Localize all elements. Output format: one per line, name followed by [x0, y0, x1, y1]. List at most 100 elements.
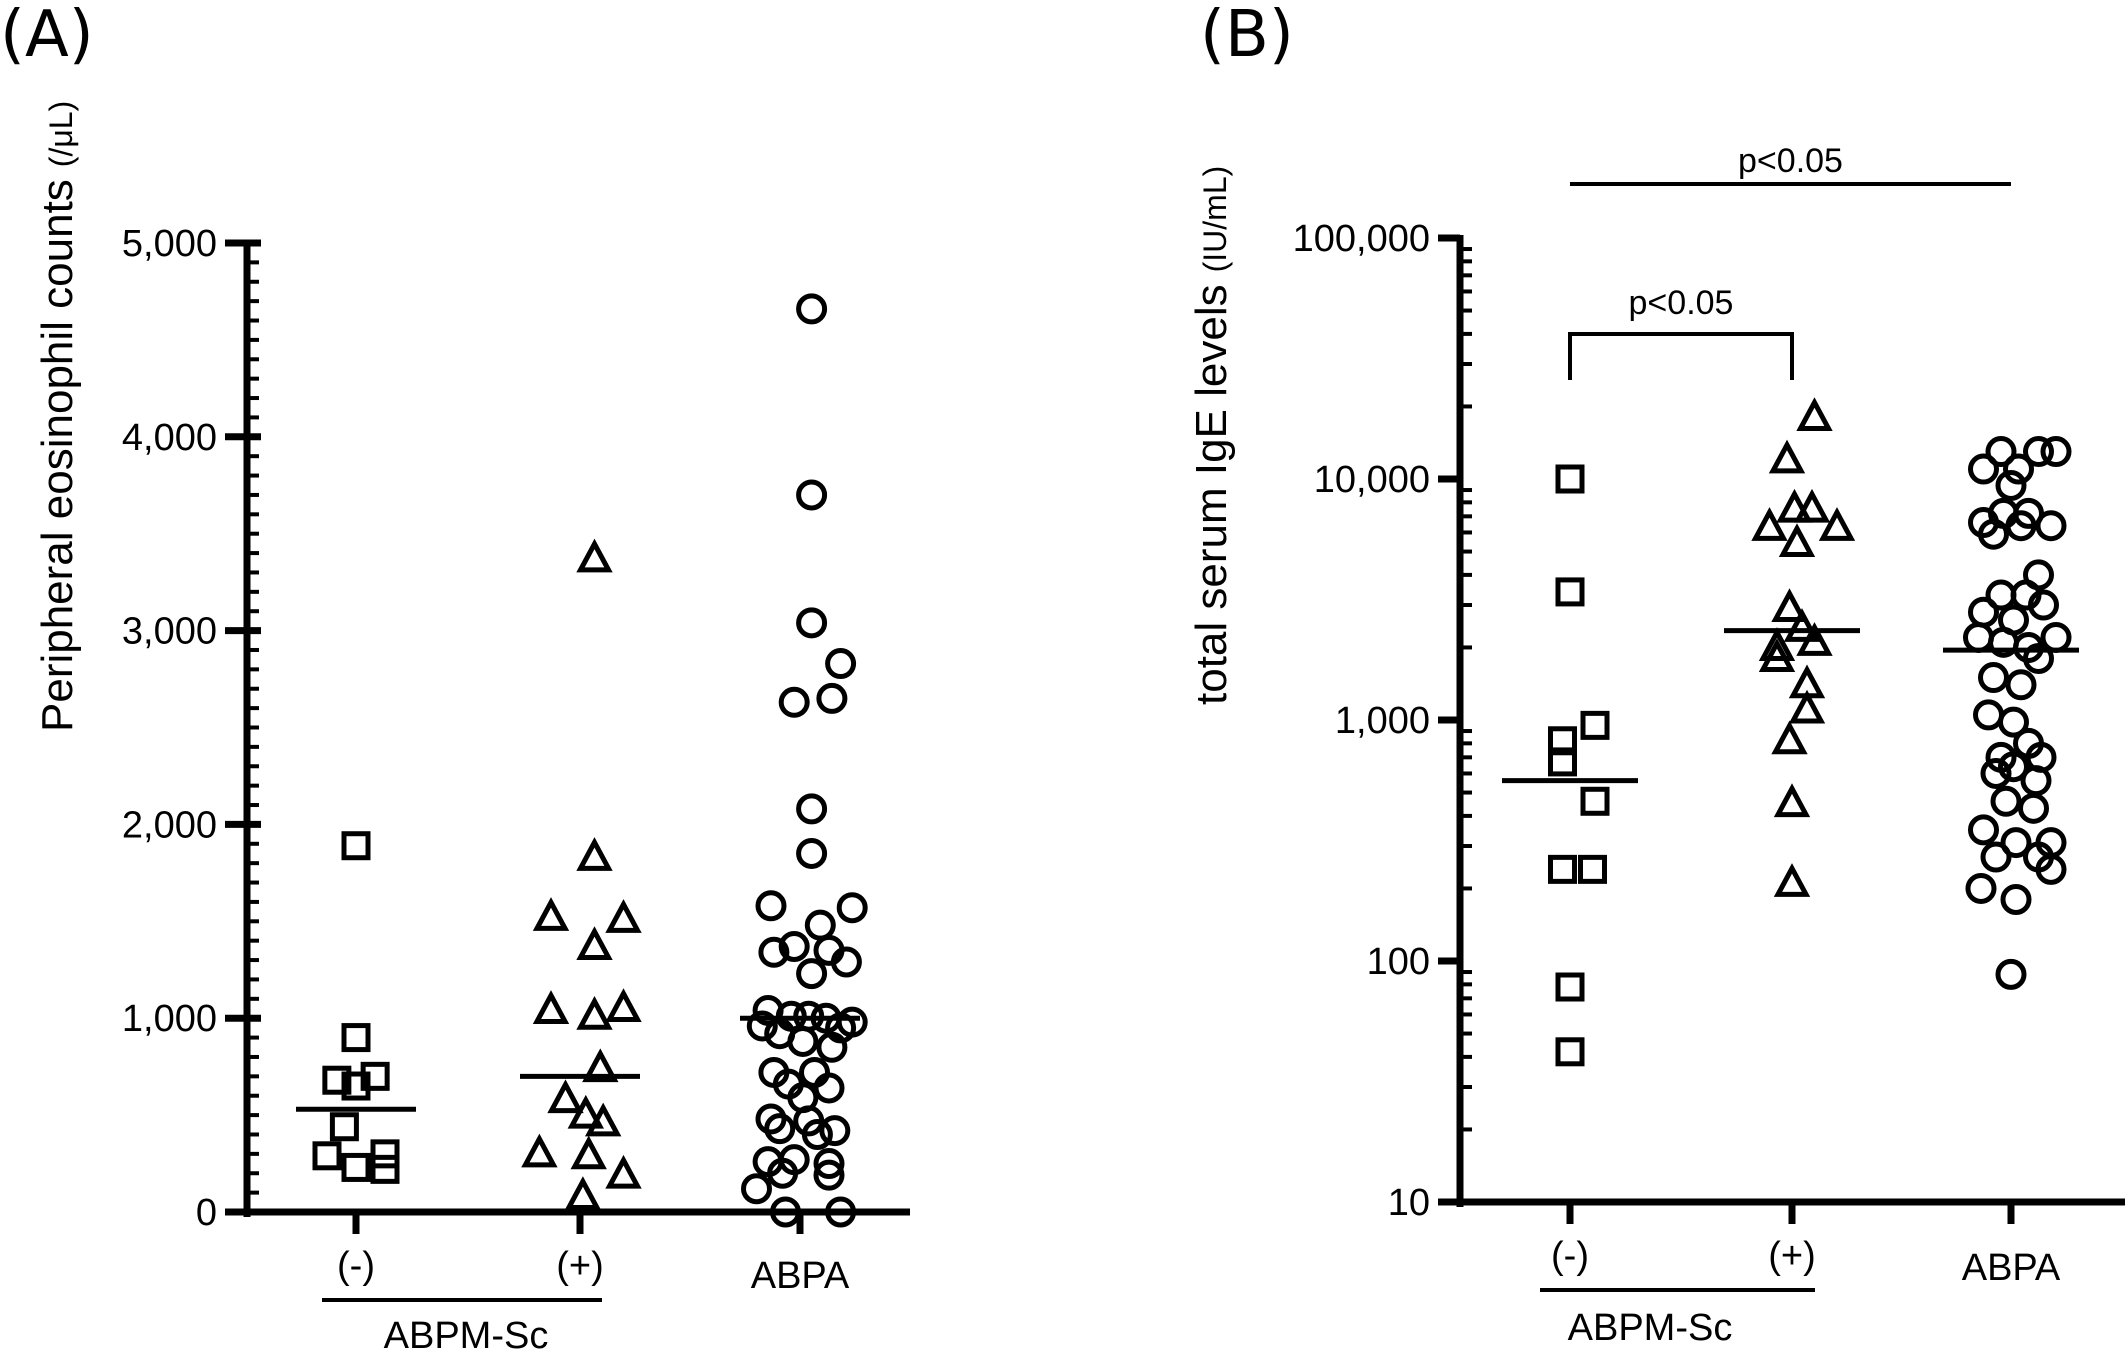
data-point-circle	[796, 958, 828, 990]
data-point-circle	[813, 1148, 845, 1180]
data-point-square	[1555, 577, 1585, 607]
data-point-circle	[746, 1010, 778, 1042]
x-tick-label: (+)	[556, 1245, 604, 1287]
data-point-square	[341, 1152, 371, 1182]
data-point-triangle	[521, 1133, 558, 1168]
data-point-triangle	[1751, 507, 1788, 541]
data-point-triangle	[1796, 397, 1833, 431]
data-point-circle	[2028, 589, 2059, 621]
data-point-circle	[796, 479, 828, 511]
data-point-circle	[1965, 872, 1997, 904]
panel-b-group-label: ABPM-Sc	[1568, 1307, 1733, 1349]
data-point-triangle	[1773, 863, 1811, 897]
data-point-triangle	[1778, 523, 1816, 557]
data-point-square	[341, 831, 371, 861]
data-point-triangle	[547, 1079, 584, 1114]
data-point-square	[1578, 854, 1607, 884]
y-tick-label: 100	[1367, 941, 1430, 983]
panel-a-y-axis-title: Peripheral eosinophil counts(/μL)	[33, 101, 82, 732]
data-point-circle	[2035, 510, 2067, 542]
significance-label: p<0.05	[1738, 142, 1843, 180]
data-point-circle	[2040, 436, 2072, 468]
x-tick-label: ABPA	[1962, 1247, 2061, 1289]
data-point-triangle	[585, 1102, 622, 1137]
data-point-circle	[2023, 436, 2054, 468]
data-point-square	[1548, 726, 1577, 756]
data-point-square	[1555, 1037, 1585, 1067]
x-tick-label: (-)	[1551, 1235, 1589, 1277]
data-point-triangle	[1776, 488, 1813, 523]
data-point-circle	[778, 686, 810, 718]
data-point-circle	[799, 1056, 830, 1088]
data-point-circle	[816, 1031, 848, 1063]
data-point-circle	[758, 936, 790, 968]
data-point-circle	[1995, 958, 2027, 990]
data-point-circle	[1980, 757, 2012, 789]
data-point-triangle	[1771, 588, 1808, 623]
data-point-circle	[2005, 510, 2037, 542]
panel-b-label: (B)	[1200, 0, 1294, 72]
panel-a-label: (A)	[0, 0, 94, 72]
panel-a-chart: 0 1,000 2,000 3,000 4,000 5,000 (-) (+) ABPA	[122, 223, 910, 1302]
data-point-triangle	[1758, 627, 1796, 661]
panel-b-y-axis-title: total serum IgE levels(IU/mL)	[1187, 166, 1236, 705]
y-tick-label: 5,000	[122, 223, 217, 265]
data-point-triangle	[564, 1176, 602, 1210]
data-point-triangle	[605, 899, 642, 933]
data-point-circle	[2005, 669, 2037, 701]
y-tick-label: 1,000	[1335, 700, 1430, 742]
data-point-triangle	[576, 926, 613, 960]
data-point-circle	[1990, 785, 2022, 817]
data-point-circle	[825, 648, 857, 680]
data-point-circle	[1998, 751, 2029, 783]
data-point-circle	[830, 946, 862, 978]
y-tick-label: 1,000	[122, 998, 217, 1040]
data-point-square	[360, 1061, 390, 1091]
data-point-square	[312, 1141, 342, 1171]
data-point-circle	[816, 682, 848, 714]
data-point-triangle	[1773, 783, 1811, 818]
data-point-square	[1555, 972, 1585, 1002]
data-point-circle	[813, 1072, 845, 1104]
data-point-circle	[813, 1159, 845, 1191]
data-point-triangle	[1771, 720, 1808, 755]
data-point-circle	[767, 1157, 799, 1189]
y-tick-label: 4,000	[122, 417, 217, 459]
significance-label: p<0.05	[1629, 284, 1734, 322]
data-point-triangle	[582, 1048, 619, 1083]
data-point-circle	[787, 1025, 819, 1057]
data-point-circle	[2003, 453, 2034, 485]
data-point-circle	[2000, 883, 2032, 915]
data-point-circle	[741, 1173, 772, 1205]
data-point-triangle	[1788, 689, 1826, 724]
data-point-circle	[764, 1113, 796, 1145]
data-point-square	[1548, 854, 1577, 884]
data-point-circle	[804, 909, 836, 941]
data-point-circle	[755, 890, 787, 922]
data-point-triangle	[1783, 608, 1821, 642]
data-point-square	[370, 1154, 400, 1184]
data-point-circle	[1963, 621, 1994, 653]
data-point-circle	[1978, 518, 2009, 550]
data-point-circle	[1968, 453, 1999, 485]
y-tick-label: 10	[1388, 1182, 1430, 1224]
data-point-circle	[836, 892, 868, 924]
data-point-square	[329, 1112, 359, 1142]
x-tick-label: ABPA	[751, 1255, 850, 1297]
data-point-triangle	[1796, 622, 1833, 656]
data-point-square	[1548, 747, 1577, 777]
data-point-circle	[1968, 814, 1999, 846]
data-point-triangle	[605, 1154, 642, 1189]
data-point-circle	[1980, 841, 2012, 873]
data-point-circle	[796, 293, 828, 325]
y-tick-label: 100,000	[1293, 218, 1430, 260]
data-point-triangle	[1818, 507, 1856, 541]
panel-b-chart: 10 100 1,000 10,000 100,000 (-) (+) ABPA p<0.05 p…	[1293, 142, 2125, 1292]
data-point-circle	[796, 837, 828, 869]
data-point-circle	[1985, 436, 2017, 468]
x-tick-label: (+)	[1768, 1235, 1816, 1277]
data-point-circle	[801, 1118, 833, 1150]
y-tick-label: 10,000	[1314, 459, 1430, 501]
data-point-triangle	[570, 1135, 607, 1170]
